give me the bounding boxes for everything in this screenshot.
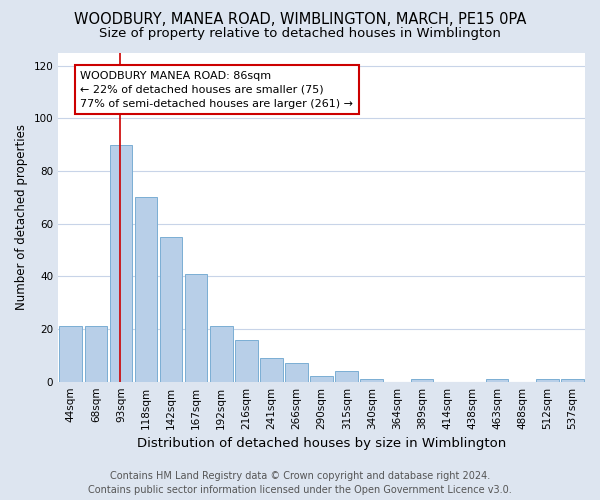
Text: Contains HM Land Registry data © Crown copyright and database right 2024.
Contai: Contains HM Land Registry data © Crown c… <box>88 471 512 495</box>
Text: WOODBURY MANEA ROAD: 86sqm
← 22% of detached houses are smaller (75)
77% of semi: WOODBURY MANEA ROAD: 86sqm ← 22% of deta… <box>80 71 353 109</box>
Bar <box>536 379 559 382</box>
Bar <box>235 340 257 382</box>
Bar <box>110 144 132 382</box>
Bar <box>210 326 233 382</box>
Bar <box>160 237 182 382</box>
Bar <box>134 198 157 382</box>
X-axis label: Distribution of detached houses by size in Wimblington: Distribution of detached houses by size … <box>137 437 506 450</box>
Bar <box>260 358 283 382</box>
Bar <box>410 379 433 382</box>
Bar <box>561 379 584 382</box>
Y-axis label: Number of detached properties: Number of detached properties <box>15 124 28 310</box>
Bar <box>285 363 308 382</box>
Bar <box>361 379 383 382</box>
Bar <box>486 379 508 382</box>
Bar <box>85 326 107 382</box>
Text: Size of property relative to detached houses in Wimblington: Size of property relative to detached ho… <box>99 28 501 40</box>
Bar <box>310 376 333 382</box>
Bar <box>185 274 208 382</box>
Text: WOODBURY, MANEA ROAD, WIMBLINGTON, MARCH, PE15 0PA: WOODBURY, MANEA ROAD, WIMBLINGTON, MARCH… <box>74 12 526 28</box>
Bar <box>335 371 358 382</box>
Bar <box>59 326 82 382</box>
